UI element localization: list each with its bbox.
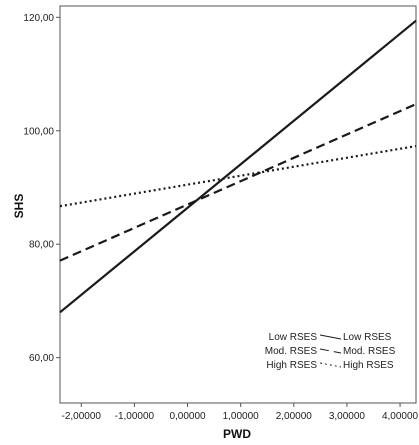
y-tick-label: 120,00 [23, 13, 54, 24]
series-line-low-rses [59, 19, 417, 314]
legend-label-right: Mod. RSES [343, 346, 396, 357]
x-tick-label: -1,00000 [115, 411, 155, 422]
x-tick-label: -2,00000 [62, 411, 102, 422]
x-axis-title: PWD [223, 427, 251, 441]
x-tick-label: 0,00000 [169, 411, 206, 422]
series-line-mod-rses [59, 103, 417, 262]
x-tick-label: 4,00000 [382, 411, 419, 422]
x-tick-label: 2,00000 [276, 411, 313, 422]
series-line-high-rses [59, 145, 417, 208]
legend-swatch [319, 362, 342, 368]
legend-label-left: Mod. RSES [265, 346, 318, 357]
x-tick-label: 3,00000 [329, 411, 366, 422]
legend-label-left: High RSES [266, 360, 317, 371]
y-tick-label: 80,00 [29, 240, 54, 251]
legend-label-left: Low RSES [269, 332, 318, 343]
y-axis-title: SHS [12, 194, 26, 219]
series-layer [59, 19, 417, 314]
legend: Low RSES Low RSES Mod. RSES Mod. RSES High R… [265, 332, 396, 371]
y-tick-label: 100,00 [23, 126, 54, 137]
legend-swatch [319, 348, 342, 354]
legend-label-right: High RSES [343, 360, 394, 371]
y-tick-label: 60,00 [29, 353, 54, 364]
x-tick-label: 1,00000 [223, 411, 260, 422]
legend-label-right: Low RSES [343, 332, 392, 343]
legend-swatch [319, 334, 342, 340]
x-axis: -2,00000 -1,00000 0,00000 1,00000 2,00000 3,0… [62, 403, 419, 422]
y-axis: 60,00 80,00 100,00 120,00 [23, 13, 60, 364]
plot-area [59, 5, 417, 404]
